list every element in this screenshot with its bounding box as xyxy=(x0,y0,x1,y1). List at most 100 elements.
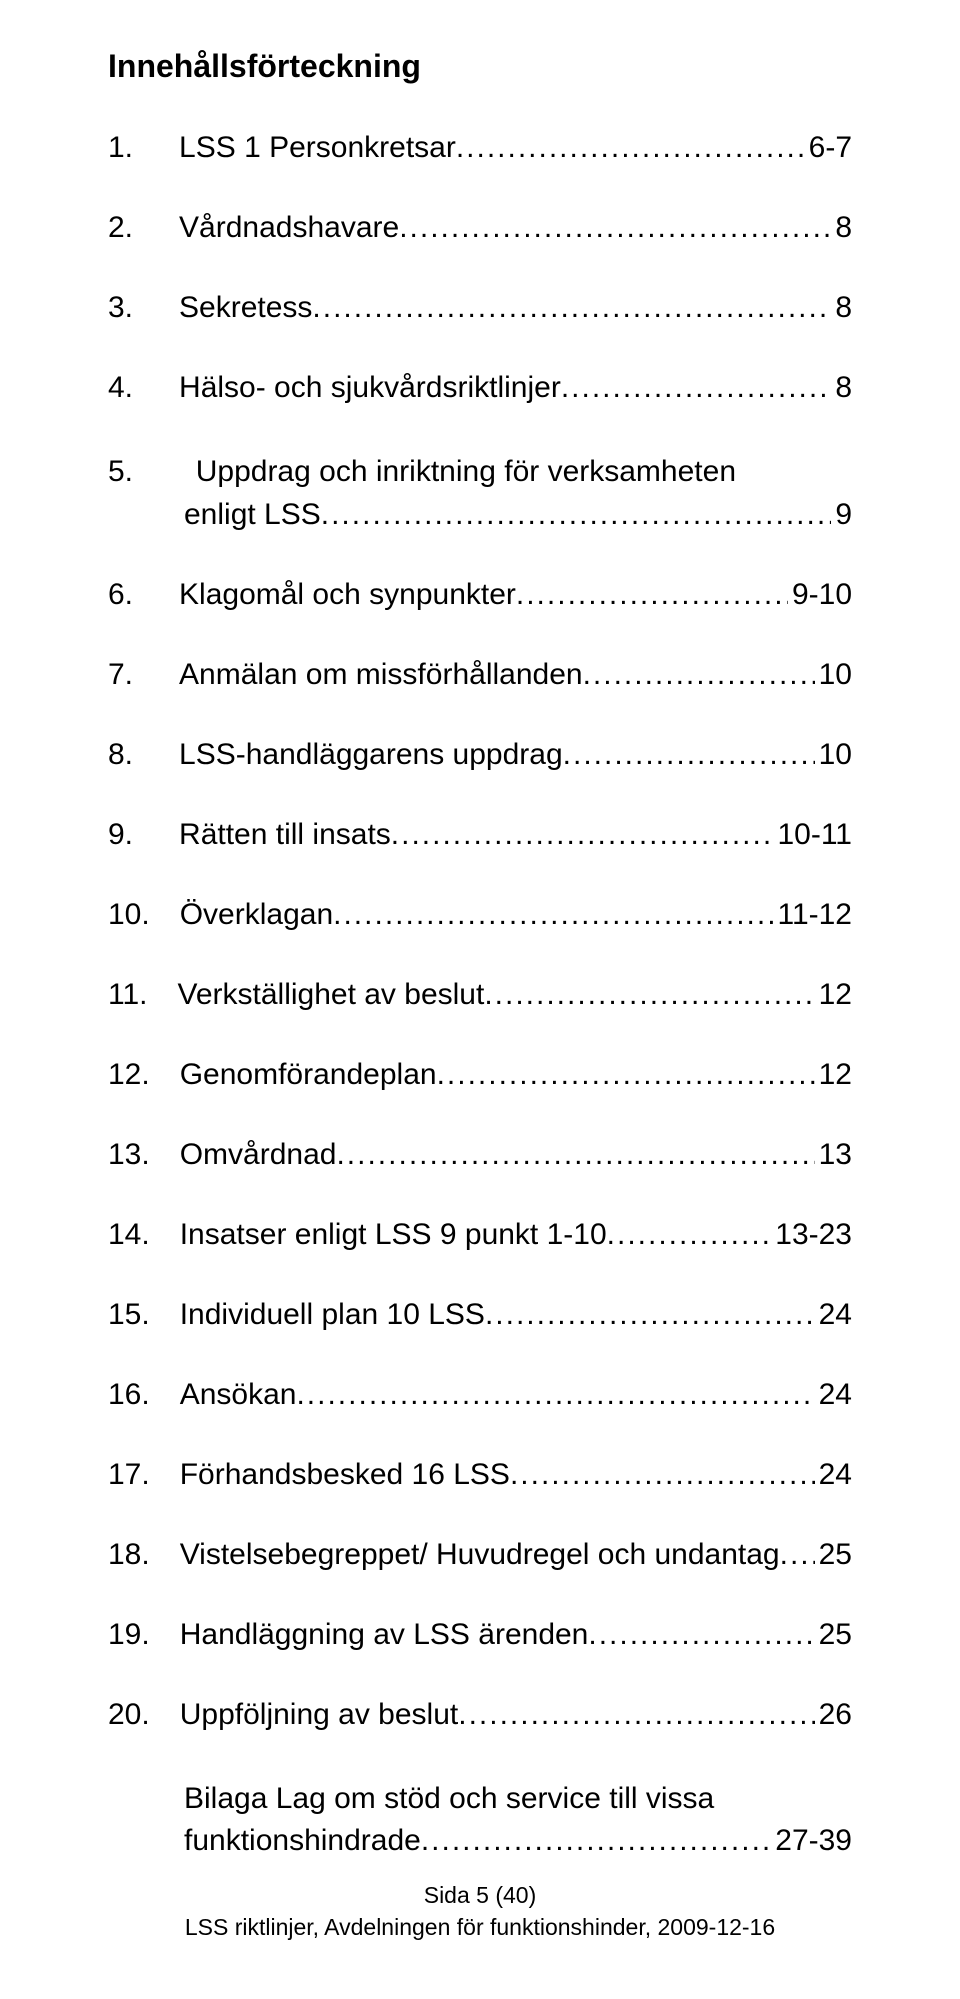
toc-item-number: 10. xyxy=(108,898,150,932)
toc-item-label: Sekretess xyxy=(179,291,312,325)
toc-item-number: 9. xyxy=(108,818,133,852)
toc-item-label: Anmälan om missförhållanden xyxy=(179,658,583,692)
toc-leader-dots xyxy=(516,576,788,612)
toc-item-page: 13 xyxy=(815,1138,852,1172)
toc-item-label: Överklagan xyxy=(180,898,333,932)
toc-item-page: 26 xyxy=(815,1698,852,1732)
toc-item-number: 2. xyxy=(108,211,133,245)
toc-item-number: 11. xyxy=(108,978,147,1012)
toc-leader-dots xyxy=(421,1822,771,1858)
toc-item-label: Vistelsebegreppet/ Huvudregel och undant… xyxy=(180,1538,780,1572)
toc-item: 14. Insatser enligt LSS 9 punkt 1-10 13-… xyxy=(108,1216,852,1252)
toc-item-number: 18. xyxy=(108,1538,150,1572)
toc-item-page: 13-23 xyxy=(771,1218,852,1252)
toc-leader-dots xyxy=(391,816,774,852)
toc-leader-dots xyxy=(588,1616,814,1652)
toc-item-page: 25 xyxy=(815,1618,852,1652)
toc-leader-dots xyxy=(485,1296,815,1332)
toc-item-number: 15. xyxy=(108,1298,150,1332)
toc-leader-dots xyxy=(458,1696,814,1732)
page-title: Innehållsförteckning xyxy=(108,48,852,85)
toc-leader-dots xyxy=(484,976,814,1012)
toc-leader-dots xyxy=(437,1056,815,1092)
toc-item-label: Hälso- och sjukvårdsriktlinjer xyxy=(179,371,561,405)
toc-item-label: Individuell plan 10 LSS xyxy=(180,1298,485,1332)
toc-leader-dots xyxy=(312,289,831,325)
toc-item-page: 11-12 xyxy=(773,898,852,932)
toc-item: 10. Överklagan 11-12 xyxy=(108,896,852,932)
toc-item-label: Klagomål och synpunkter xyxy=(179,578,516,612)
toc-item-number: 16. xyxy=(108,1378,150,1412)
toc-item-page: 24 xyxy=(815,1378,852,1412)
toc-leader-dots xyxy=(333,896,773,932)
toc-leader-dots xyxy=(456,129,805,165)
toc-leader-dots xyxy=(607,1216,772,1252)
toc-leader-dots xyxy=(296,1376,814,1412)
toc-item: 15. Individuell plan 10 LSS 24 xyxy=(108,1296,852,1332)
toc-item-label-line1: Bilaga Lag om stöd och service till viss… xyxy=(184,1782,714,1815)
toc-item: 2. Vårdnadshavare 8 xyxy=(108,209,852,245)
toc-item-number: 12. xyxy=(108,1058,150,1092)
toc-item: 20. Uppföljning av beslut 26 xyxy=(108,1696,852,1732)
toc-leader-dots xyxy=(321,496,832,532)
toc-item: 8. LSS-handläggarens uppdrag 10 xyxy=(108,736,852,772)
toc-item: 4. Hälso- och sjukvårdsriktlinjer 8 xyxy=(108,369,852,405)
toc-item-label: LSS 1 Personkretsar xyxy=(179,131,456,165)
toc-item-number: 19. xyxy=(108,1618,150,1652)
toc-item-page: 10-11 xyxy=(773,818,852,852)
toc-item-page: 27-39 xyxy=(771,1824,852,1858)
toc-item: 12. Genomförandeplan 12 xyxy=(108,1056,852,1092)
toc-item-number: 3. xyxy=(108,291,133,325)
toc-item-page: 24 xyxy=(815,1458,852,1492)
toc-item-number: 8. xyxy=(108,738,133,772)
toc-item-number: 4. xyxy=(108,371,133,405)
toc-item: 16. Ansökan 24 xyxy=(108,1376,852,1412)
page-footer: Sida 5 (40) LSS riktlinjer, Avdelningen … xyxy=(0,1879,960,1943)
toc-item: 3. Sekretess 8 xyxy=(108,289,852,325)
toc-item: 19. Handläggning av LSS ärenden 25 xyxy=(108,1616,852,1652)
toc-item-page: 24 xyxy=(815,1298,852,1332)
toc-item-page: 12 xyxy=(815,978,852,1012)
table-of-contents: 1. LSS 1 Personkretsar 6-7 2. Vårdnadsha… xyxy=(108,129,852,1858)
toc-item-label-line2: funktionshindrade xyxy=(184,1824,421,1858)
toc-item-number: 20. xyxy=(108,1698,150,1732)
toc-item-page: 25 xyxy=(815,1538,852,1572)
toc-leader-dots xyxy=(583,656,815,692)
toc-leader-dots xyxy=(336,1136,814,1172)
toc-item-number: 17. xyxy=(108,1458,150,1492)
toc-item-page: 12 xyxy=(815,1058,852,1092)
toc-item-number: 14. xyxy=(108,1218,150,1252)
toc-item: Bilaga Lag om stöd och service till viss… xyxy=(108,1776,852,1859)
toc-item: 5. Uppdrag och inriktning för verksamhet… xyxy=(108,449,852,532)
toc-item-label: Genomförandeplan xyxy=(180,1058,437,1092)
toc-item-number: 6. xyxy=(108,578,133,612)
toc-item-page: 9-10 xyxy=(788,578,852,612)
toc-item-page: 8 xyxy=(831,371,852,405)
toc-leader-dots xyxy=(780,1536,815,1572)
toc-item-label: Verkställighet av beslut xyxy=(177,978,484,1012)
toc-item-label: Omvårdnad xyxy=(180,1138,337,1172)
toc-item-number: 1. xyxy=(108,131,133,165)
toc-leader-dots xyxy=(563,736,815,772)
toc-item-page: 10 xyxy=(815,738,852,772)
toc-item-label: LSS-handläggarens uppdrag xyxy=(179,738,563,772)
toc-item-label-line1: Uppdrag och inriktning för verksamheten xyxy=(196,455,736,488)
toc-item-page: 8 xyxy=(831,211,852,245)
toc-item-label: Uppföljning av beslut xyxy=(180,1698,459,1732)
toc-item: 17. Förhandsbesked 16 LSS 24 xyxy=(108,1456,852,1492)
document-page: Innehållsförteckning 1. LSS 1 Personkret… xyxy=(0,0,960,1999)
toc-item-number: 7. xyxy=(108,658,133,692)
toc-leader-dots xyxy=(399,209,831,245)
toc-leader-dots xyxy=(561,369,831,405)
toc-leader-dots xyxy=(510,1456,815,1492)
toc-item: 7. Anmälan om missförhållanden 10 xyxy=(108,656,852,692)
toc-item-page: 6-7 xyxy=(805,131,852,165)
toc-item: 18. Vistelsebegreppet/ Huvudregel och un… xyxy=(108,1536,852,1572)
toc-item-label: Handläggning av LSS ärenden xyxy=(180,1618,589,1652)
toc-item: 13. Omvårdnad 13 xyxy=(108,1136,852,1172)
toc-item-number: 5. xyxy=(108,455,133,488)
toc-item: 11. Verkställighet av beslut 12 xyxy=(108,976,852,1012)
toc-item: 6. Klagomål och synpunkter 9-10 xyxy=(108,576,852,612)
toc-item-page: 9 xyxy=(831,498,852,532)
toc-item: 1. LSS 1 Personkretsar 6-7 xyxy=(108,129,852,165)
